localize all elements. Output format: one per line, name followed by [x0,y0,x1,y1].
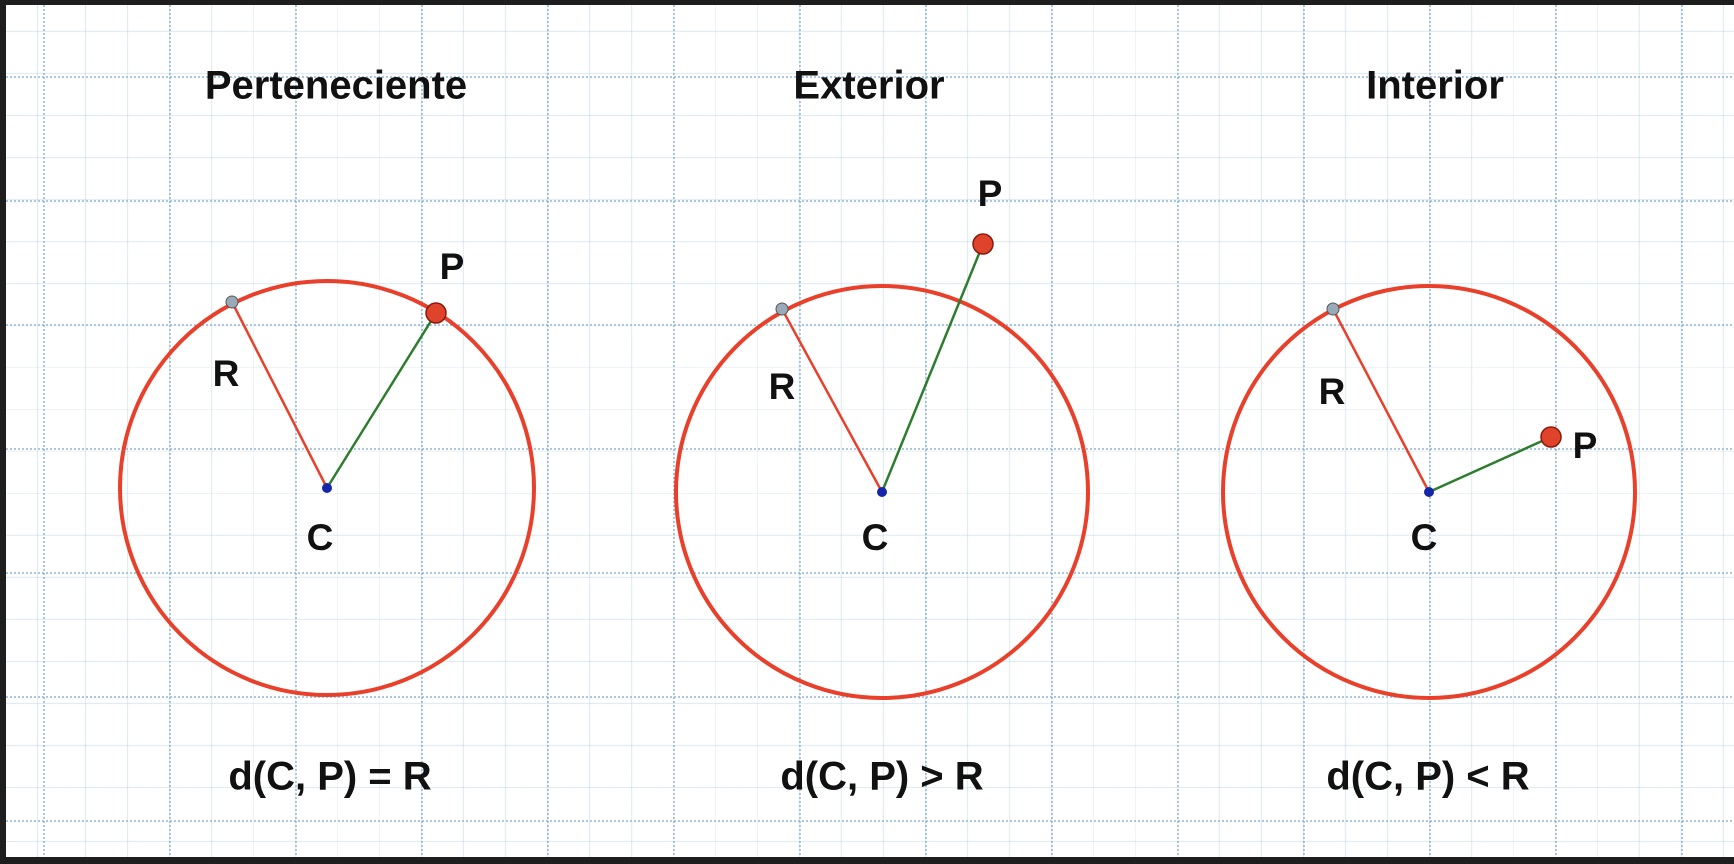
center-point [877,487,887,497]
radius-line [230,301,329,489]
circle-diagram-exterior [674,233,1090,700]
diagram-canvas: Perteneciente P R C d(C, P) = R Exterior… [6,5,1734,857]
distance-line [1428,435,1552,494]
circle-diagram-perteneciente [118,279,536,697]
panel-perteneciente: Perteneciente P R C d(C, P) = R [46,5,606,857]
point-p [1540,426,1562,448]
distance-line [880,243,985,493]
label-p: P [977,173,1003,214]
point-p [972,233,994,255]
label-p: P [439,246,465,287]
panel-title: Perteneciente [204,63,468,108]
radius-point [1326,302,1340,316]
circle [1221,284,1637,700]
radius-point [225,295,239,309]
panel-interior: Interior P R C d(C, P) < R [1148,5,1708,857]
formula: d(C, P) = R [228,754,432,799]
formula: d(C, P) < R [1326,754,1530,799]
label-c: C [306,517,334,558]
center-point [1424,487,1434,497]
distance-line [325,312,438,489]
radius-line [780,308,884,493]
point-p [425,302,447,324]
circle-diagram-interior [1221,284,1637,700]
formula: d(C, P) > R [780,754,984,799]
panel-title: Exterior [793,63,945,108]
panel-exterior: Exterior P R C d(C, P) > R [600,5,1160,857]
label-r: R [212,353,240,394]
circle [674,284,1090,700]
label-r: R [1318,371,1346,412]
label-r: R [768,366,796,407]
panel-title: Interior [1366,63,1504,108]
circle [118,279,536,697]
radius-point [775,302,789,316]
radius-line [1331,308,1431,493]
label-c: C [1410,517,1438,558]
label-p: P [1572,425,1598,466]
center-point [322,483,332,493]
label-c: C [861,517,889,558]
